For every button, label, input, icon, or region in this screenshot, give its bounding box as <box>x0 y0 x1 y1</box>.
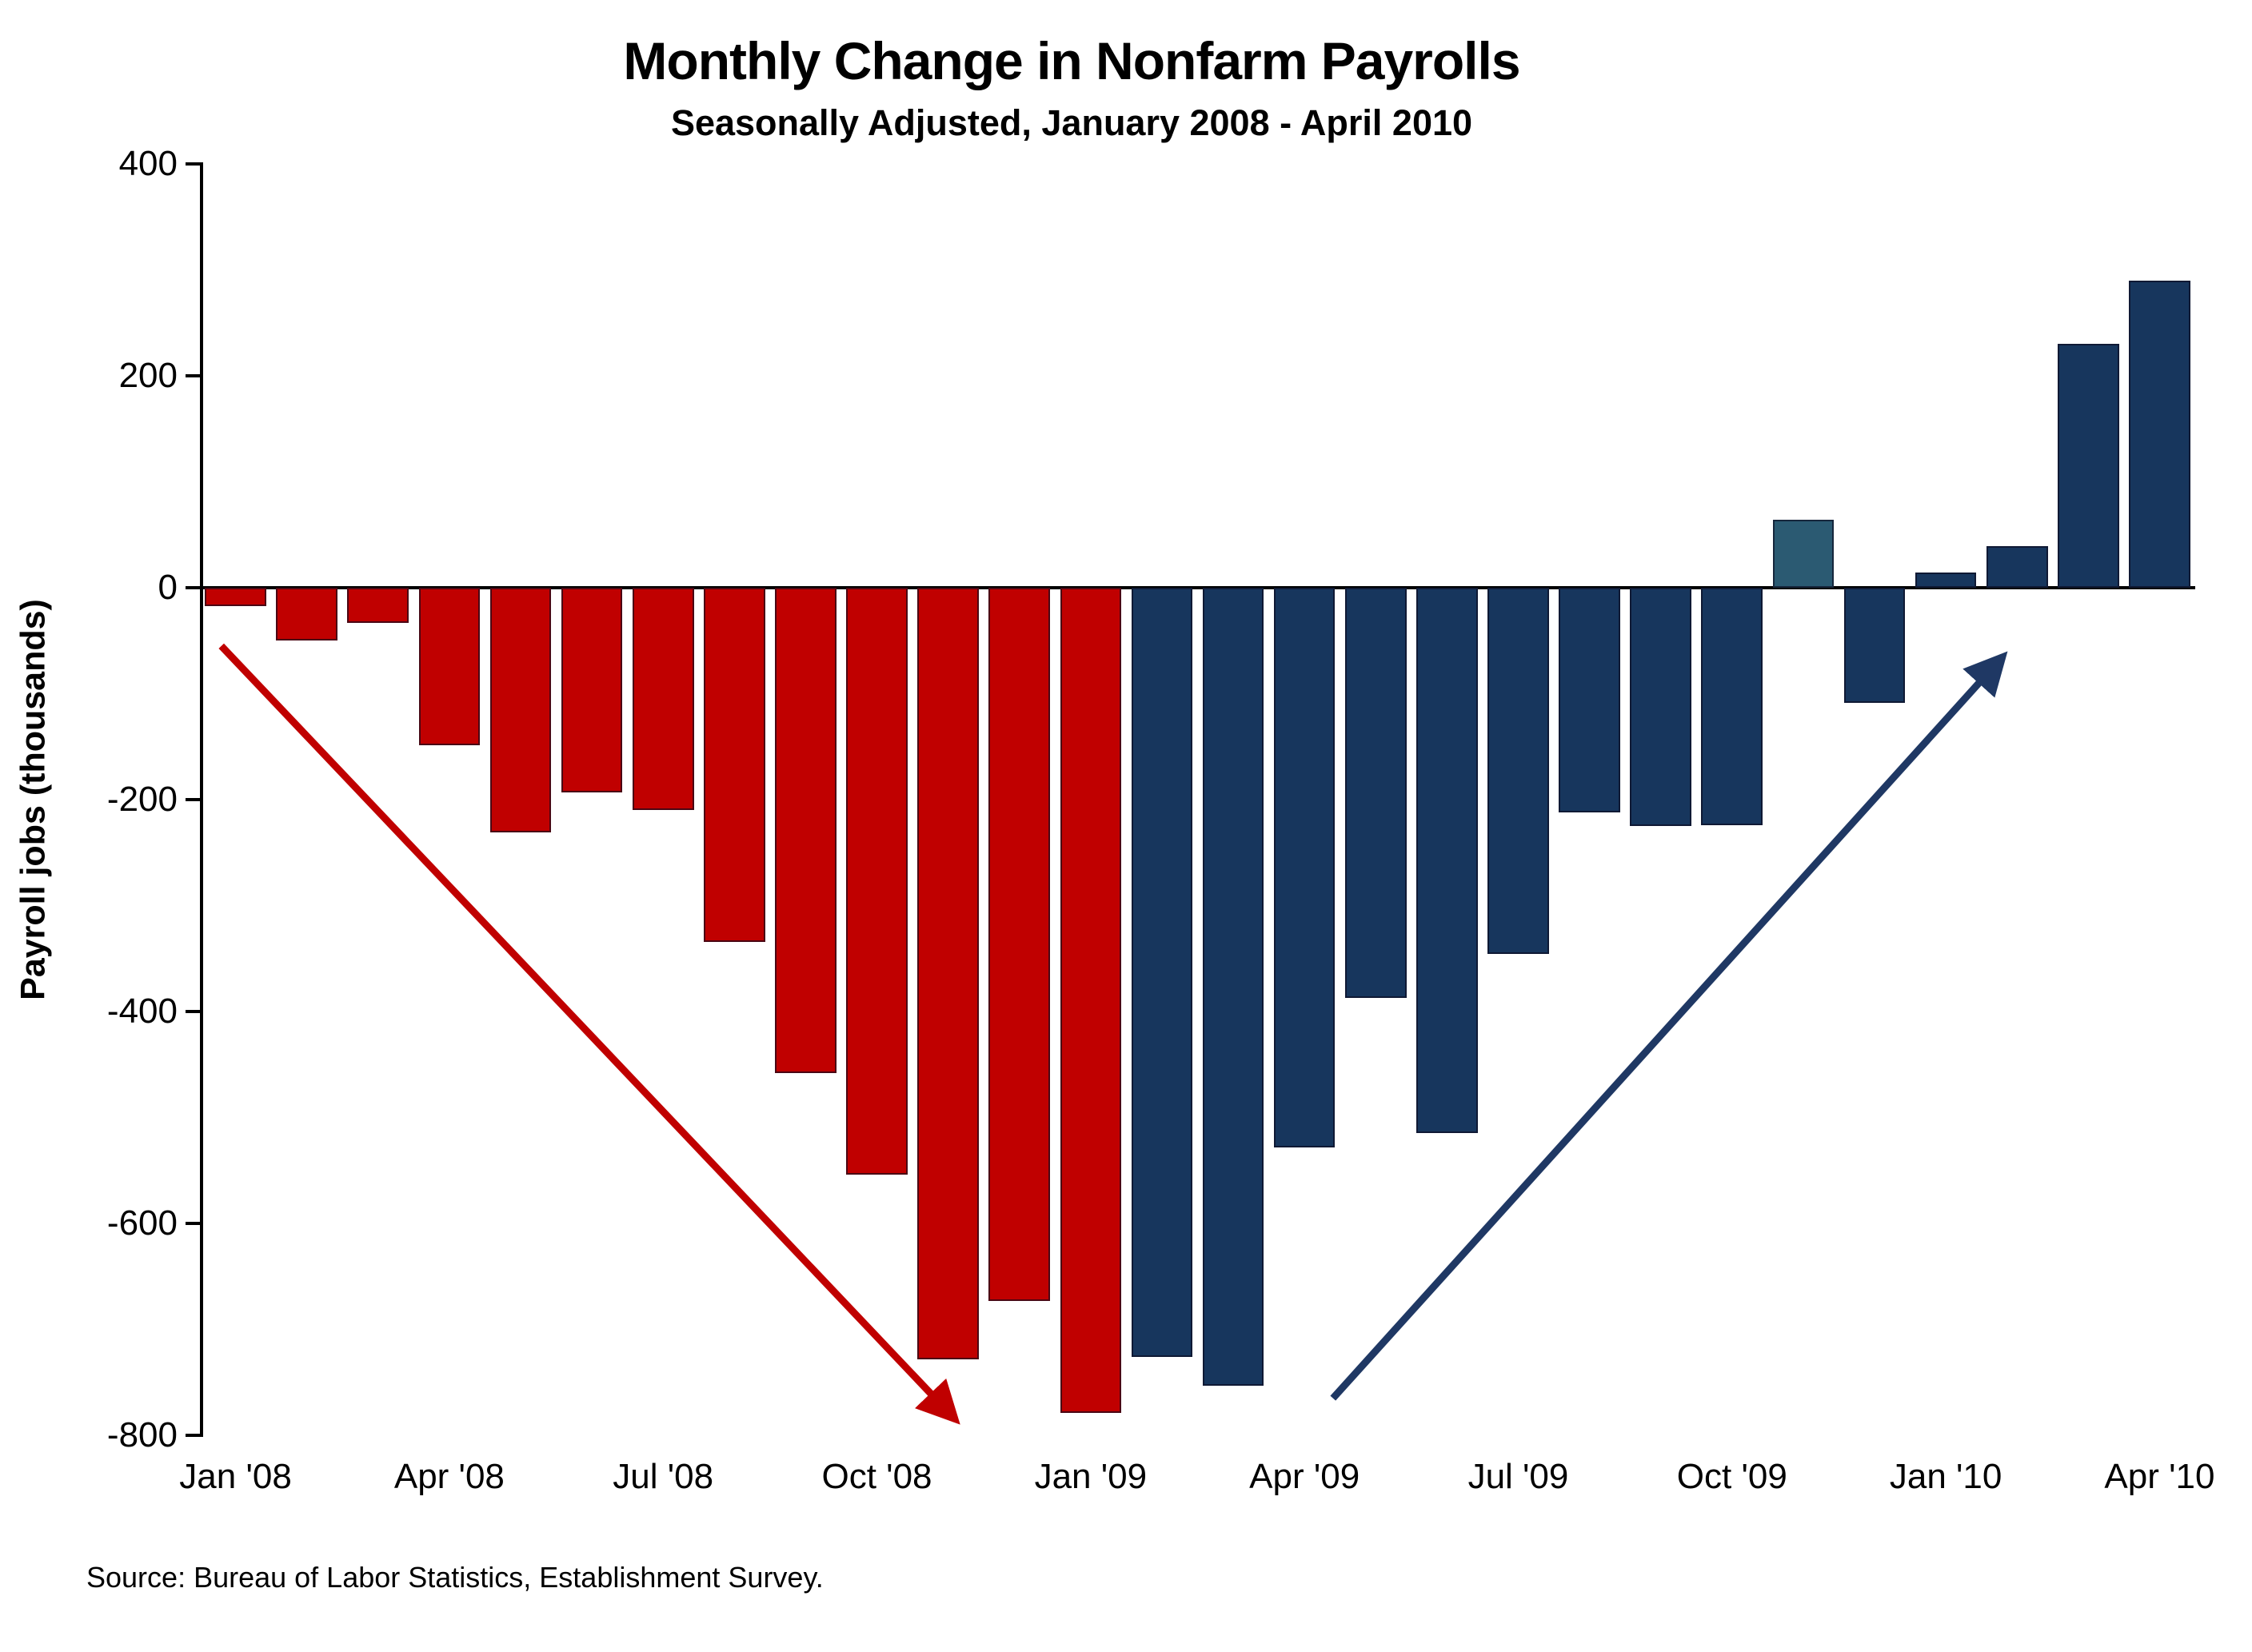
plot-area <box>186 162 2195 1437</box>
y-tick-mark <box>186 1010 200 1013</box>
bar-feb-08 <box>276 588 337 641</box>
y-tick-label: -200 <box>106 780 178 819</box>
chart-subtitle: Seasonally Adjusted, January 2008 - Apri… <box>670 102 1473 143</box>
x-tick-label: Jan '09 <box>1034 1457 1148 1496</box>
bar-dec-09 <box>1843 588 1906 704</box>
y-axis-line <box>200 162 203 1437</box>
source-note: Source: Bureau of Labor Statistics, Esta… <box>86 1561 824 1594</box>
bar-oct-08 <box>846 588 908 1175</box>
bar-apr-09 <box>1273 588 1336 1147</box>
y-tick-label: 200 <box>118 356 178 395</box>
y-tick-mark <box>186 1434 200 1437</box>
bar-jun-09 <box>1416 588 1478 1134</box>
bar-oct-09 <box>1701 588 1763 825</box>
chart-title: Monthly Change in Nonfarm Payrolls <box>623 31 1520 90</box>
bar-apr-08 <box>418 588 481 746</box>
bar-feb-10 <box>1986 546 2048 588</box>
bar-mar-10 <box>2058 344 2119 588</box>
bar-aug-08 <box>703 588 765 942</box>
bar-may-09 <box>1344 588 1407 998</box>
y-tick-label: 400 <box>118 144 178 183</box>
zero-baseline <box>200 586 2195 589</box>
x-tick-label: Apr '10 <box>2104 1457 2215 1496</box>
y-tick-label: 0 <box>158 568 178 607</box>
y-tick-mark <box>186 1222 200 1225</box>
bar-feb-09 <box>1131 588 1193 1357</box>
bar-nov-09 <box>1772 520 1835 588</box>
bar-jan-09 <box>1060 588 1122 1414</box>
x-tick-label: Oct '08 <box>821 1457 932 1496</box>
bar-may-08 <box>489 588 552 833</box>
bar-mar-09 <box>1202 588 1264 1386</box>
bar-dec-08 <box>988 588 1051 1301</box>
bar-jan-10 <box>1915 573 1977 588</box>
y-axis-tick-labels: 400 200 0 -200 -400 -600 -800 <box>0 144 178 1454</box>
x-tick-label: Apr '09 <box>1249 1457 1360 1496</box>
y-tick-mark <box>186 162 200 166</box>
bar-aug-09 <box>1559 588 1620 812</box>
x-tick-label: Jul '08 <box>613 1457 714 1496</box>
bar-mar-08 <box>347 588 409 623</box>
bar-apr-10 <box>2129 280 2190 588</box>
y-tick-label: -800 <box>106 1415 178 1454</box>
x-tick-label: Jul '09 <box>1467 1457 1569 1496</box>
bar-sep-09 <box>1630 588 1691 827</box>
y-tick-mark <box>186 374 200 377</box>
bar-jan-08 <box>205 588 266 606</box>
x-tick-label: Jan '10 <box>1889 1457 2002 1496</box>
x-tick-label: Oct '09 <box>1676 1457 1787 1496</box>
y-tick-mark <box>186 798 200 801</box>
x-tick-label: Jan '08 <box>179 1457 292 1496</box>
y-tick-label: -400 <box>106 992 178 1031</box>
bar-jul-08 <box>632 588 694 811</box>
x-axis-tick-labels: Jan '08 Apr '08 Jul '08 Oct '08 Jan '09 Apr '… <box>179 1457 2214 1505</box>
bar-sep-08 <box>775 588 837 1073</box>
bar-nov-08 <box>917 588 979 1359</box>
y-tick-mark <box>186 586 200 589</box>
bar-jul-09 <box>1487 588 1549 955</box>
y-tick-label: -600 <box>106 1203 178 1243</box>
x-tick-label: Apr '08 <box>393 1457 505 1496</box>
bar-jun-08 <box>561 588 623 792</box>
